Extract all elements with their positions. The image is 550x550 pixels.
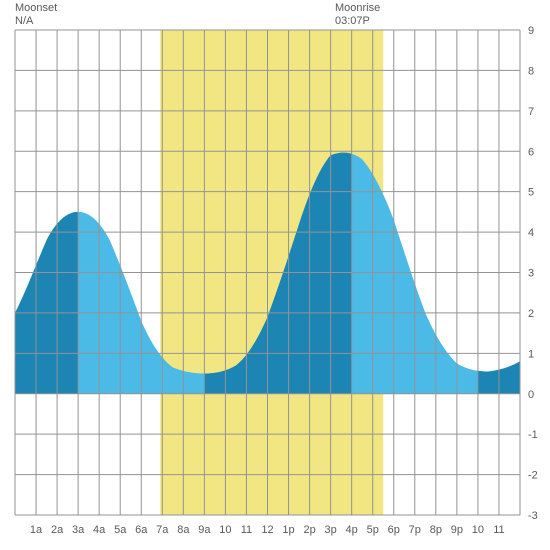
x-tick-label: 9a <box>198 524 211 536</box>
x-tick-label: 10 <box>219 524 231 536</box>
x-tick-label: 8a <box>177 524 190 536</box>
moonrise-value: 03:07P <box>335 15 370 27</box>
x-tick-label: 4p <box>346 524 358 536</box>
x-tick-label: 11 <box>241 524 252 536</box>
x-tick-label: 7p <box>409 524 421 536</box>
y-tick-label: -3 <box>528 510 538 522</box>
x-tick-label: 6p <box>388 524 400 536</box>
x-tick-label: 4a <box>93 524 106 536</box>
x-tick-label: 2a <box>51 524 64 536</box>
y-tick-label: 8 <box>528 65 534 77</box>
x-tick-label: 5p <box>367 524 379 536</box>
y-tick-label: 3 <box>528 268 534 280</box>
moonset-label: Moonset <box>15 2 57 14</box>
moonrise-label: Moonrise <box>335 2 380 14</box>
x-tick-label: 1p <box>282 524 294 536</box>
x-tick-label: 8p <box>430 524 442 536</box>
x-tick-label: 5a <box>114 524 127 536</box>
x-tick-label: 6a <box>135 524 148 536</box>
y-tick-label: 2 <box>528 308 534 320</box>
y-tick-label: 5 <box>528 187 534 199</box>
y-tick-label: 0 <box>528 389 534 401</box>
x-tick-label: 9p <box>451 524 463 536</box>
y-tick-label: 9 <box>528 25 534 37</box>
tide-chart: Moonset N/A Moonrise 03:07P -3-2-1012345… <box>0 0 550 550</box>
y-tick-label: 1 <box>528 348 534 360</box>
x-tick-label: 7a <box>156 524 169 536</box>
x-tick-label: 1a <box>30 524 43 536</box>
x-tick-label: 2p <box>303 524 315 536</box>
y-tick-label: -1 <box>528 429 538 441</box>
x-tick-label: 12 <box>261 524 273 536</box>
chart-svg: -3-2-101234567891a2a3a4a5a6a7a8a9a101112… <box>0 0 550 550</box>
x-tick-label: 3p <box>325 524 337 536</box>
y-tick-label: 6 <box>528 146 534 158</box>
x-tick-label: 11 <box>493 524 504 536</box>
y-tick-label: -2 <box>528 470 538 482</box>
x-tick-label: 3a <box>72 524 85 536</box>
moonset-value: N/A <box>15 15 33 27</box>
y-tick-label: 7 <box>528 106 534 118</box>
x-tick-label: 10 <box>472 524 484 536</box>
y-tick-label: 4 <box>528 227 534 239</box>
